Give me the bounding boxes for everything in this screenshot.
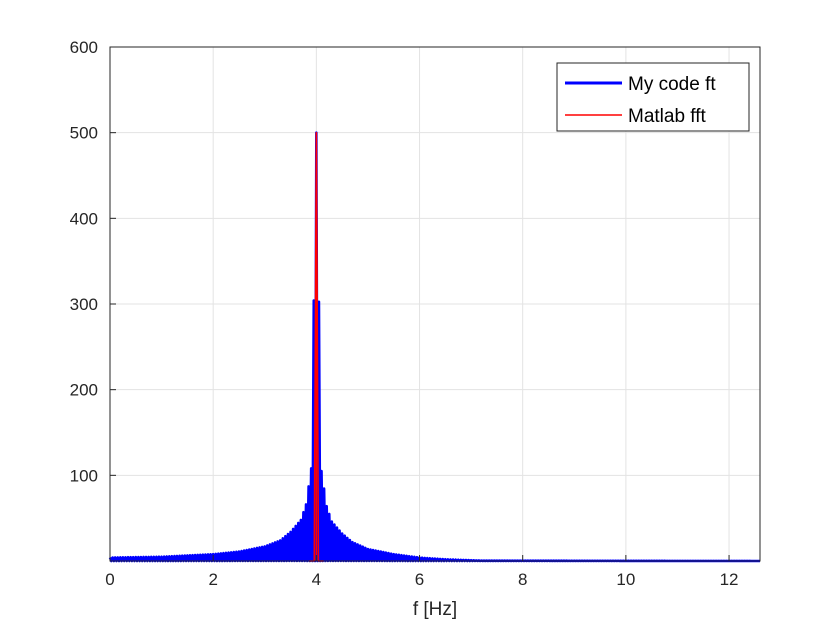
x-tick-label: 6	[415, 570, 424, 589]
legend-label-matlab-fft: Matlab fft	[628, 106, 707, 127]
y-tick-label: 300	[70, 295, 98, 314]
y-tick-label: 500	[70, 124, 98, 143]
legend-label-my-code-ft: My code ft	[628, 74, 716, 95]
legend: My code ft Matlab fft	[556, 62, 750, 132]
y-tick-label: 400	[70, 209, 98, 228]
legend-box	[556, 62, 750, 132]
x-tick-label: 4	[312, 570, 321, 589]
y-axis: 100 200 300 400 500 600	[70, 38, 116, 485]
x-tick-label: 12	[720, 570, 739, 589]
y-tick-label: 600	[70, 38, 98, 57]
y-tick-label: 200	[70, 381, 98, 400]
x-tick-label: 10	[616, 570, 635, 589]
x-axis-label: f [Hz]	[413, 599, 457, 620]
x-tick-label: 0	[105, 570, 114, 589]
y-tick-label: 100	[70, 466, 98, 485]
x-tick-label: 2	[208, 570, 217, 589]
x-axis: 0 2 4 6 8 10 12	[105, 555, 739, 589]
x-tick-label: 8	[518, 570, 527, 589]
